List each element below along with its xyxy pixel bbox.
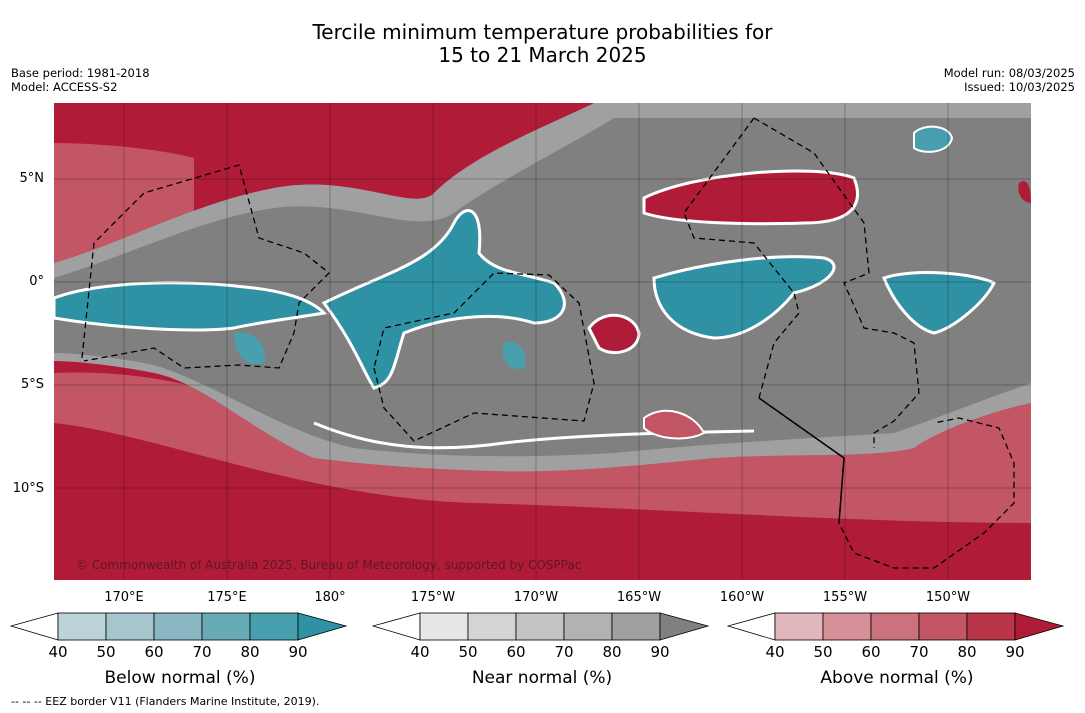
model-run: Model run: 08/03/2025: [943, 66, 1075, 80]
colorbar-near-normal: [372, 612, 710, 641]
lon-label-175w: 175°W: [410, 590, 456, 605]
colorbar-tick-label: 50: [96, 643, 116, 661]
title-line-1: Tercile minimum temperature probabilitie…: [312, 20, 773, 44]
eez-solid-border: [758, 397, 845, 524]
below-region-north: [913, 125, 954, 153]
colorbar-tick-label: 80: [957, 643, 977, 661]
model-name: Model: ACCESS-S2: [11, 80, 118, 94]
lon-label-150w: 150°W: [925, 590, 971, 605]
lat-label-5n: 5°N: [19, 171, 45, 186]
colorbar-extend-max: [659, 612, 710, 641]
lon-label-160w: 160°W: [719, 590, 765, 605]
colorbar-above-normal: [727, 612, 1065, 641]
colorbar-extend-max: [1014, 612, 1065, 641]
colorbar-swatch: [201, 612, 251, 641]
colorbar-tick-label: 40: [48, 643, 68, 661]
colorbar-swatch: [611, 612, 661, 641]
lon-label-165w: 165°W: [616, 590, 662, 605]
meta-right: Model run: 08/03/2025 Issued: 10/03/2025: [944, 66, 1075, 94]
lat-label-10s: 10°S: [12, 481, 44, 496]
colorbar-tick-label: 40: [765, 643, 785, 661]
lat-label-5s: 5°S: [20, 377, 44, 392]
colorbar-swatch: [153, 612, 203, 641]
above-blob-south: [643, 409, 706, 440]
colorbar-tick-label: 50: [458, 643, 478, 661]
colorbar-tick-label: 70: [192, 643, 212, 661]
colorbar-extend-min: [372, 612, 421, 641]
map-gridlines: [54, 103, 1031, 580]
colorbar-swatch: [918, 612, 968, 641]
lon-label-170w: 170°W: [513, 590, 559, 605]
above-blob-north: [642, 169, 859, 226]
colorbar-extend-max: [297, 612, 348, 641]
below-region-west: [54, 281, 328, 332]
colorbar-tick-label: 70: [909, 643, 929, 661]
lon-label-170e: 170°E: [104, 590, 144, 605]
colorbar-swatch: [563, 612, 613, 641]
meta-left: Base period: 1981-2018 Model: ACCESS-S2: [11, 66, 150, 94]
lon-label-155w: 155°W: [822, 590, 868, 605]
colorbar-tick-label: 90: [288, 643, 308, 661]
below-region-central: [321, 209, 566, 390]
below-region-small: [502, 342, 526, 369]
above-blob-east: [1018, 181, 1031, 203]
colorbar-tick-label: 40: [410, 643, 430, 661]
below-region-east: [652, 255, 836, 340]
chart-title: Tercile minimum temperature probabilitie…: [0, 21, 1085, 67]
lon-label-180: 180°: [314, 590, 346, 605]
copyright-notice: © Commonwealth of Australia 2025, Bureau…: [76, 558, 582, 572]
colorbar-title-below: Below normal (%): [104, 668, 256, 688]
colorbar-swatch: [822, 612, 872, 641]
colorbar-swatch: [774, 612, 824, 641]
colorbar-tick-label: 80: [602, 643, 622, 661]
colorbar-tick-label: 60: [861, 643, 881, 661]
colorbar-swatch: [467, 612, 517, 641]
colorbar-swatch: [105, 612, 155, 641]
colorbar-swatch: [870, 612, 920, 641]
colorbar-swatch: [249, 612, 299, 641]
colorbar-tick-label: 60: [506, 643, 526, 661]
colorbar-tick-label: 90: [650, 643, 670, 661]
colorbar-tick-label: 70: [554, 643, 574, 661]
lat-label-0: 0°: [29, 274, 44, 289]
colorbar-swatch: [515, 612, 565, 641]
colorbar-swatch: [966, 612, 1016, 641]
colorbar-tick-label: 50: [813, 643, 833, 661]
colorbar-title-above: Above normal (%): [820, 668, 974, 688]
colorbar-tick-label: 80: [240, 643, 260, 661]
below-region-far-east: [882, 271, 997, 335]
title-line-2: 15 to 21 March 2025: [438, 43, 647, 67]
colorbar-extend-min: [10, 612, 59, 641]
below-region-west-lobe: [234, 332, 265, 365]
base-period: Base period: 1981-2018: [11, 66, 150, 80]
colorbar-below-normal: [10, 612, 348, 641]
colorbar-title-near: Near normal (%): [471, 668, 613, 688]
colorbar-swatch: [419, 612, 469, 641]
colorbar-swatch: [57, 612, 107, 641]
issued-date: Issued: 10/03/2025: [964, 80, 1075, 94]
eez-footnote: -- -- -- EEZ border V11 (Flanders Marine…: [11, 695, 320, 708]
colorbar-tick-label: 90: [1005, 643, 1025, 661]
colorbar-extend-min: [727, 612, 776, 641]
lon-label-175e: 175°E: [207, 590, 247, 605]
colorbar-tick-label: 60: [144, 643, 164, 661]
probability-map: [54, 103, 1031, 580]
